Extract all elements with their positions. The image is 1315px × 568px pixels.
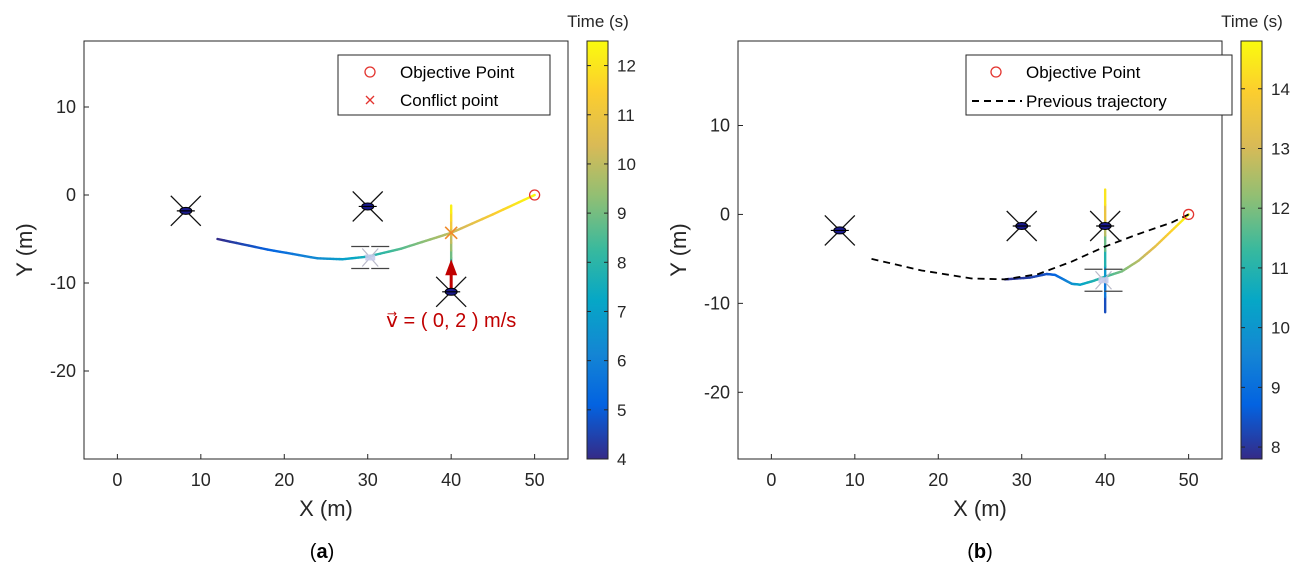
legend-box — [965, 54, 1233, 116]
x-tick-label: 40 — [1095, 470, 1115, 490]
colorbar-title: Time (s) — [1221, 12, 1283, 31]
plot-content — [871, 188, 1195, 314]
legend-label-previous-trajectory: Previous trajectory — [1026, 92, 1167, 111]
drone-icon — [435, 276, 467, 308]
colorbar-tick-label: 8 — [1271, 438, 1280, 457]
y-axis-label: Y (m) — [12, 223, 37, 276]
y-tick-label: 10 — [710, 115, 730, 135]
y-tick-label: -10 — [50, 273, 76, 293]
x-tick-label: 0 — [766, 470, 776, 490]
y-tick-labels: 10 0 -10 -20 — [50, 97, 76, 381]
y-tick-labels: 10 0 -10 -20 — [704, 115, 730, 402]
y-tick-label: 0 — [720, 204, 730, 224]
previous-trajectory-line — [871, 213, 1190, 281]
chart-panel-a: 0 10 20 30 40 50 10 0 -10 -20 X (m) Y (m) v⃗ = (… — [12, 12, 636, 563]
swarm-body — [1098, 277, 1109, 284]
tick-marks — [84, 106, 536, 459]
legend-label-objective-point: Objective Point — [1026, 63, 1141, 82]
tick-marks — [738, 124, 1190, 459]
colorbar-gradient — [586, 40, 609, 460]
colorbar-tick-label: 4 — [617, 450, 626, 469]
conflict-point-icon — [365, 95, 375, 105]
colorbar-gradient — [1240, 40, 1263, 460]
colorbar-ticks: 4 5 6 7 8 9 10 11 12 — [587, 57, 636, 469]
x-tick-label: 50 — [525, 470, 545, 490]
x-tick-labels: 0 10 20 30 40 50 — [112, 470, 544, 490]
x-tick-label: 40 — [441, 470, 461, 490]
x-tick-label: 50 — [1179, 470, 1199, 490]
colorbar-tick-label: 13 — [1271, 139, 1290, 158]
colorbar-tick-label: 5 — [617, 401, 626, 420]
x-tick-label: 0 — [112, 470, 122, 490]
colorbar: 4 5 6 7 8 9 10 11 12 Time (s) — [567, 12, 636, 469]
colorbar-tick-label: 6 — [617, 352, 626, 371]
conflict-stroke — [444, 226, 458, 240]
legend: Objective Point Conflict point — [337, 54, 551, 116]
drone-icon — [170, 195, 202, 227]
colorbar-tick-label: 7 — [617, 302, 626, 321]
colorbar-tick-label: 10 — [1271, 319, 1290, 338]
caption-a: (a) — [310, 541, 334, 563]
drone-icon — [1089, 210, 1121, 242]
drones — [824, 210, 1121, 246]
colorbar-title: Time (s) — [567, 12, 629, 31]
objective-point-icon — [364, 66, 376, 78]
x-tick-label: 20 — [928, 470, 948, 490]
colorbar-tick-label: 10 — [617, 155, 636, 174]
colorbar-ticks: 8 9 10 11 12 13 14 — [1241, 80, 1290, 457]
velocity-annotation: v⃗ = ( 0, 2 ) m/s — [386, 310, 516, 332]
colorbar-tick-label: 9 — [1271, 378, 1280, 397]
y-tick-label: 0 — [66, 185, 76, 205]
objective-point-icon — [1182, 208, 1195, 221]
colorbar-tick-label: 9 — [617, 204, 626, 223]
objective-point-icon — [990, 66, 1002, 78]
colorbar-tick-label: 11 — [1271, 259, 1289, 278]
x-tick-label: 10 — [191, 470, 211, 490]
drone-icon — [1006, 210, 1038, 242]
y-tick-label: -10 — [704, 293, 730, 313]
drone-icon — [352, 190, 384, 222]
conflict-point-icon — [444, 226, 458, 240]
colorbar: 8 9 10 11 12 13 14 Time (s) — [1221, 12, 1290, 460]
x-tick-labels: 0 10 20 30 40 50 — [766, 470, 1198, 490]
x-axis-label: X (m) — [299, 496, 353, 521]
legend-label-objective-point: Objective Point — [400, 63, 515, 82]
colorbar-tick-label: 12 — [1271, 199, 1290, 218]
y-tick-label: -20 — [704, 382, 730, 402]
x-tick-label: 30 — [358, 470, 378, 490]
swarm-body — [365, 254, 376, 261]
legend-label-conflict-point: Conflict point — [400, 91, 499, 110]
x-axis-label: X (m) — [953, 496, 1007, 521]
swarm-drone-icon — [351, 245, 390, 270]
swarm-drone-icon — [1084, 268, 1123, 292]
y-tick-label: -20 — [50, 361, 76, 381]
x-tick-label: 10 — [845, 470, 865, 490]
objective-point-icon — [528, 189, 541, 201]
colorbar-tick-label: 11 — [617, 106, 635, 125]
axes-frame — [737, 40, 1223, 460]
colorbar-tick-label: 8 — [617, 253, 626, 272]
plot-content — [216, 189, 541, 292]
y-tick-label: 10 — [56, 97, 76, 117]
legend-box — [337, 54, 551, 116]
chart-panel-b: 0 10 20 30 40 50 10 0 -10 -20 X (m) Y (m) Object… — [666, 12, 1290, 563]
axes-frame — [83, 40, 569, 460]
colorbar-tick-label: 14 — [1271, 80, 1290, 99]
x-tick-label: 30 — [1012, 470, 1032, 490]
x-tick-label: 20 — [274, 470, 294, 490]
colorbar-tick-label: 12 — [617, 57, 636, 76]
legend: Objective Point Previous trajectory — [965, 54, 1233, 116]
velocity-arrow-head — [445, 259, 458, 276]
caption-b: (b) — [967, 541, 993, 563]
drone-icon — [824, 214, 856, 246]
drones — [170, 190, 467, 308]
y-axis-label: Y (m) — [666, 223, 691, 276]
